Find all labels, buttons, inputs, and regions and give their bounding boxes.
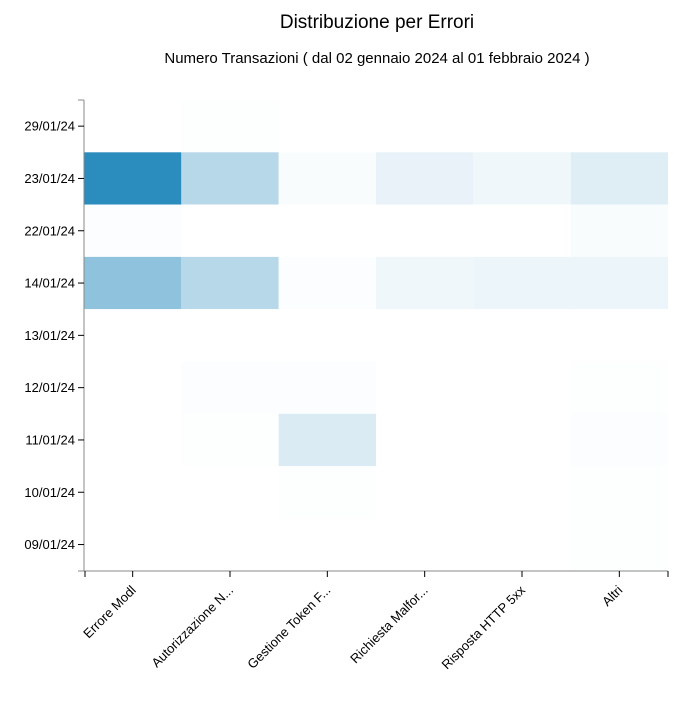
heatmap-cell <box>181 309 279 362</box>
heatmap-cell <box>278 518 376 571</box>
heatmap-cell <box>570 152 668 205</box>
heatmap-cell <box>181 518 279 571</box>
heatmap-cell <box>376 361 474 414</box>
heatmap-cell <box>570 256 668 310</box>
heatmap-cell <box>181 100 279 153</box>
heatmap-cell <box>376 466 474 519</box>
heatmap-cell <box>278 100 376 153</box>
y-tick-label: 13/01/24 <box>24 328 75 343</box>
heatmap-cell <box>84 204 182 257</box>
heatmap-cell <box>278 309 376 362</box>
heatmap-cell <box>278 204 376 257</box>
heatmap-cell <box>84 518 182 571</box>
y-tick-label: 12/01/24 <box>24 380 75 395</box>
y-tick-label: 22/01/24 <box>24 223 75 238</box>
x-tick-label: Altri <box>599 582 626 609</box>
heatmap-cell <box>84 256 182 310</box>
chart-title: Distribuzione per Errori <box>279 12 475 33</box>
y-tick-label: 10/01/24 <box>24 485 75 500</box>
y-tick-label: 09/01/24 <box>24 537 75 552</box>
heatmap-cell <box>570 466 668 519</box>
heatmap-cell <box>570 413 668 467</box>
heatmap-cell <box>570 204 668 257</box>
heatmap-cell <box>473 466 571 519</box>
heatmap-cell <box>84 413 182 467</box>
heatmap-cell <box>473 152 571 205</box>
heatmap-cell <box>278 361 376 414</box>
heatmap-cell <box>570 361 668 414</box>
heatmap-cell <box>473 413 571 467</box>
heatmap-cell <box>570 309 668 362</box>
heatmap-cell <box>181 413 279 467</box>
heatmap-cell <box>84 361 182 414</box>
y-tick-label: 11/01/24 <box>25 432 75 447</box>
heatmap-cell <box>473 100 571 153</box>
chart-subtitle: Numero Transazioni ( dal 02 gennaio 2024… <box>164 50 590 67</box>
heatmap-cell <box>181 466 279 519</box>
heatmap-cell <box>278 466 376 519</box>
heatmap-cell <box>473 204 571 257</box>
y-tick-label: 23/01/24 <box>24 171 75 186</box>
heatmap-cell <box>181 361 279 414</box>
heatmap-cells <box>84 100 668 571</box>
heatmap-cell <box>181 256 279 310</box>
heatmap-cell <box>376 204 474 257</box>
x-tick-label: Errore Modl <box>80 582 139 641</box>
heatmap-cell <box>84 100 182 153</box>
heatmap-cell <box>473 256 571 310</box>
heatmap-cell <box>376 256 474 310</box>
heatmap-cell <box>84 152 182 205</box>
heatmap-cell <box>376 413 474 467</box>
heatmap-cell <box>570 518 668 571</box>
heatmap-cell <box>278 413 376 467</box>
heatmap-cell <box>473 361 571 414</box>
heatmap-cell <box>473 518 571 571</box>
heatmap-cell <box>84 309 182 362</box>
heatmap-cell <box>376 309 474 362</box>
heatmap-cell <box>376 518 474 571</box>
y-tick-label: 29/01/24 <box>24 119 75 134</box>
heatmap-cell <box>181 204 279 257</box>
heatmap-cell <box>278 152 376 205</box>
heatmap-cell <box>473 309 571 362</box>
x-tick-label: Autorizzazione N... <box>148 583 236 671</box>
heatmap-cell <box>84 466 182 519</box>
heatmap-cell <box>278 256 376 310</box>
y-tick-label: 14/01/24 <box>24 276 75 291</box>
heatmap-cell <box>376 100 474 153</box>
x-tick-label: Gestione Token F... <box>244 583 333 672</box>
x-tick-label: Richiesta Malfor... <box>347 583 431 667</box>
heatmap-cell <box>181 152 279 205</box>
heatmap-cell <box>376 152 474 205</box>
heatmap-cell <box>570 100 668 153</box>
x-tick-label: Risposta HTTP 5xx <box>438 582 528 672</box>
